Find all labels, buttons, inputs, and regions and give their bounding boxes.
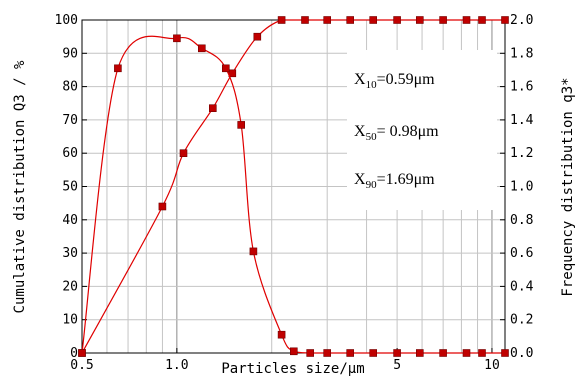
annotation-x90-prefix: X xyxy=(354,171,366,188)
frequency-point xyxy=(439,349,447,357)
frequency-point xyxy=(346,349,355,357)
cumulative-point xyxy=(209,104,217,112)
y-right-tick-label: 0.8 xyxy=(510,213,533,228)
cumulative-point xyxy=(346,16,355,24)
axis-ticks: 0.5 1.0 5 1001020304050607080901000.00.20.4… xyxy=(55,13,534,373)
y-left-tick-label: 30 xyxy=(62,246,78,261)
frequency-point xyxy=(369,349,378,357)
annotations: X10=0.59μm X50= 0.98μm X90=1.69μm xyxy=(354,71,439,191)
y-left-tick-label: 10 xyxy=(62,313,78,328)
annotation-x10-value: =0.59μm xyxy=(377,71,436,88)
frequency-point xyxy=(306,349,315,357)
y-left-tick-label: 60 xyxy=(62,146,78,161)
cumulative-point xyxy=(501,16,509,24)
cumulative-point xyxy=(301,16,309,24)
frequency-point xyxy=(198,44,206,53)
y-left-tick-label: 80 xyxy=(62,80,78,95)
y-left-tick-label: 40 xyxy=(62,213,78,228)
x-tick-label: 10 xyxy=(484,358,500,373)
annotation-x10-sub: 10 xyxy=(366,79,378,91)
y-left-tick-label: 90 xyxy=(62,46,78,61)
annotation-x50-value: = 0.98μm xyxy=(377,123,440,140)
cumulative-point xyxy=(253,32,262,41)
y-right-tick-label: 0.6 xyxy=(510,246,533,261)
y-axis-left-label: Cumulative distribution Q3 / % xyxy=(12,60,28,313)
annotation-x50-prefix: X xyxy=(354,123,366,140)
annotation-x10: X10=0.59μm xyxy=(354,71,435,91)
annotation-x90-sub: 90 xyxy=(366,179,378,191)
y-left-tick-label: 100 xyxy=(55,13,78,28)
cumulative-point xyxy=(277,16,286,24)
y-right-tick-label: 0.0 xyxy=(510,346,533,361)
y-right-tick-label: 0.2 xyxy=(510,313,533,328)
frequency-point xyxy=(478,349,486,357)
frequency-point xyxy=(249,247,258,256)
y-left-tick-label: 20 xyxy=(62,279,78,294)
y-left-tick-label: 0 xyxy=(70,346,78,361)
y-right-tick-label: 1.4 xyxy=(510,113,534,128)
frequency-point xyxy=(393,349,401,357)
y-right-tick-label: 0.4 xyxy=(510,279,534,294)
y-left-tick-label: 50 xyxy=(62,180,78,195)
y-axis-right-label: Frequency distribution q3* xyxy=(560,77,576,296)
frequency-point xyxy=(237,121,245,129)
x-tick-label: 1.0 xyxy=(165,358,188,373)
cumulative-point xyxy=(323,16,332,24)
y-left-tick-label: 70 xyxy=(62,113,78,128)
frequency-point xyxy=(173,34,181,43)
series-layer xyxy=(78,16,509,357)
cumulative-curve xyxy=(81,19,505,354)
cumulative-point xyxy=(462,16,471,24)
frequency-point xyxy=(78,349,86,357)
frequency-point xyxy=(501,349,509,357)
annotation-x50-sub: 50 xyxy=(366,131,378,143)
cumulative-point xyxy=(439,16,447,24)
frequency-point xyxy=(222,64,230,73)
frequency-point xyxy=(114,64,122,73)
y-right-tick-label: 2.0 xyxy=(510,13,533,28)
x-tick-label: 0.5 xyxy=(70,358,93,373)
cumulative-point xyxy=(478,16,486,24)
frequency-point xyxy=(415,349,424,357)
frequency-point xyxy=(277,330,286,339)
annotation-box xyxy=(347,50,497,210)
annotation-x90: X90=1.69μm xyxy=(354,171,435,191)
frequency-point xyxy=(323,349,332,357)
frequency-point xyxy=(462,349,471,357)
y-right-tick-label: 1.2 xyxy=(510,146,533,161)
cumulative-point xyxy=(158,202,167,211)
y-right-tick-label: 1.0 xyxy=(510,180,533,195)
annotation-x50: X50= 0.98μm xyxy=(354,123,439,143)
cumulative-point xyxy=(179,149,188,157)
frequency-point xyxy=(289,347,298,356)
cumulative-point xyxy=(393,16,401,24)
x-tick-label: 5 xyxy=(393,358,401,373)
annotation-x10-prefix: X xyxy=(354,71,366,88)
cumulative-point xyxy=(415,16,424,24)
annotation-x90-value: =1.69μm xyxy=(377,171,436,188)
x-axis-label: Particles size/μm xyxy=(221,361,364,377)
y-right-tick-label: 1.8 xyxy=(510,46,533,61)
cumulative-point xyxy=(369,16,378,24)
y-right-tick-label: 1.6 xyxy=(510,80,533,95)
